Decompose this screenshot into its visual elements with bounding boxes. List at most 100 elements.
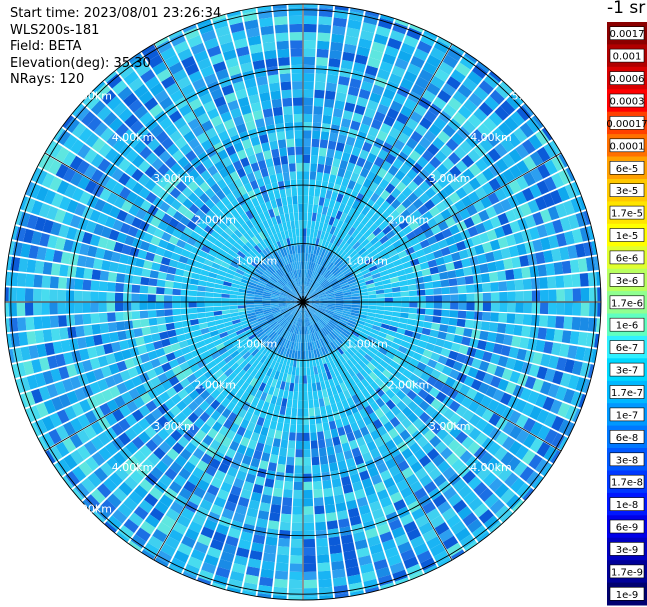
- ppi-cell: [177, 204, 189, 216]
- ppi-cell: [89, 234, 101, 247]
- ppi-cell: [107, 322, 118, 333]
- ppi-cell: [129, 347, 140, 358]
- ppi-cell: [393, 93, 407, 105]
- ppi-cell: [313, 323, 318, 332]
- ppi-cell: [380, 274, 390, 281]
- ppi-cell: [87, 116, 102, 132]
- ppi-cell: [468, 427, 482, 441]
- ppi-cell: [488, 177, 501, 191]
- ppi-cell: [478, 509, 494, 524]
- ppi-cell: [415, 346, 425, 355]
- ppi-cell: [527, 338, 538, 351]
- ppi-cell: [455, 405, 468, 417]
- ppi-cell: [391, 526, 406, 539]
- ppi-cell: [472, 320, 482, 330]
- ppi-cell: [166, 143, 179, 156]
- ppi-cell: [196, 255, 206, 264]
- ppi-cell: [358, 285, 367, 290]
- ppi-cell: [405, 272, 415, 280]
- ppi-cell: [172, 149, 185, 162]
- ppi-cell: [310, 296, 319, 300]
- ppi-cell: [482, 282, 491, 292]
- ppi-cell: [163, 295, 173, 302]
- ppi-cell: [417, 255, 428, 264]
- ppi-cell: [71, 466, 87, 482]
- ppi-cell: [304, 310, 307, 319]
- ppi-cell: [229, 422, 240, 433]
- ppi-cell: [243, 429, 253, 440]
- ppi-cell: [196, 460, 209, 472]
- ppi-cell: [262, 303, 271, 307]
- ppi-cell: [139, 294, 148, 302]
- ppi-cell: [303, 334, 305, 343]
- ppi-cell: [124, 358, 135, 369]
- ppi-cell: [141, 268, 151, 278]
- ppi-cell: [177, 388, 189, 400]
- ppi-cell: [135, 258, 145, 268]
- ppi-cell: [347, 180, 356, 190]
- ppi-cell: [271, 322, 279, 330]
- ppi-cell: [320, 230, 326, 240]
- ppi-cell: [181, 174, 194, 186]
- ppi-cell: [455, 160, 468, 173]
- ppi-cell: [350, 287, 359, 292]
- ppi-cell: [485, 132, 500, 147]
- ppi-cell: [178, 124, 192, 137]
- ppi-cell: [272, 438, 281, 448]
- ppi-cell: [336, 259, 344, 268]
- ppi-cell: [334, 150, 343, 160]
- ppi-cell: [228, 332, 238, 339]
- ppi-cell: [71, 122, 87, 138]
- ppi-cell: [291, 289, 298, 297]
- ppi-cell: [105, 413, 118, 427]
- ppi-cell: [376, 306, 385, 311]
- ppi-cell: [441, 507, 457, 522]
- ppi-cell: [210, 410, 221, 421]
- ppi-cell: [11, 364, 19, 379]
- ppi-cell: [168, 359, 179, 369]
- ppi-cell: [455, 431, 468, 444]
- ppi-cell: [131, 311, 141, 320]
- ppi-cell: [430, 194, 442, 206]
- ppi-cell: [545, 263, 556, 276]
- ppi-cell: [74, 202, 86, 217]
- ppi-cell: [307, 288, 314, 296]
- ppi-cell: [463, 355, 474, 366]
- ppi-cell: [341, 284, 350, 290]
- ppi-cell: [338, 202, 346, 213]
- ppi-cell: [279, 294, 288, 298]
- ppi-cell: [101, 499, 117, 515]
- ppi-cell: [468, 163, 482, 177]
- ppi-cell: [139, 478, 154, 493]
- ppi-cell: [322, 282, 331, 289]
- ppi-cell: [324, 312, 333, 317]
- ppi-cell: [382, 225, 392, 235]
- ppi-cell: [185, 150, 197, 162]
- ppi-cell: [214, 239, 224, 249]
- ppi-cell: [309, 270, 313, 279]
- ppi-cell: [383, 315, 392, 321]
- ppi-cell: [303, 40, 316, 49]
- ppi-cell: [95, 247, 106, 259]
- ppi-cell: [340, 534, 354, 545]
- ppi-cell: [460, 364, 471, 375]
- ppi-cell: [133, 396, 145, 409]
- ppi-cell: [487, 332, 497, 343]
- ppi-cell: [478, 102, 494, 117]
- ppi-cell: [230, 286, 239, 292]
- ppi-cell: [190, 214, 201, 225]
- ppi-cell: [425, 308, 434, 316]
- ppi-cell: [250, 387, 259, 397]
- ppi-cell: [198, 280, 207, 287]
- ppi-cell: [221, 397, 231, 408]
- ppi-cell: [207, 428, 218, 439]
- ppi-cell: [183, 480, 197, 493]
- ppi-cell: [270, 303, 279, 306]
- ppi-cell: [401, 144, 414, 157]
- ppi-cell: [320, 328, 327, 337]
- ppi-cell: [345, 273, 354, 280]
- ppi-cell: [314, 188, 321, 197]
- ppi-cell: [240, 319, 250, 326]
- ppi-cell: [377, 523, 391, 536]
- ppi-cell: [85, 335, 95, 348]
